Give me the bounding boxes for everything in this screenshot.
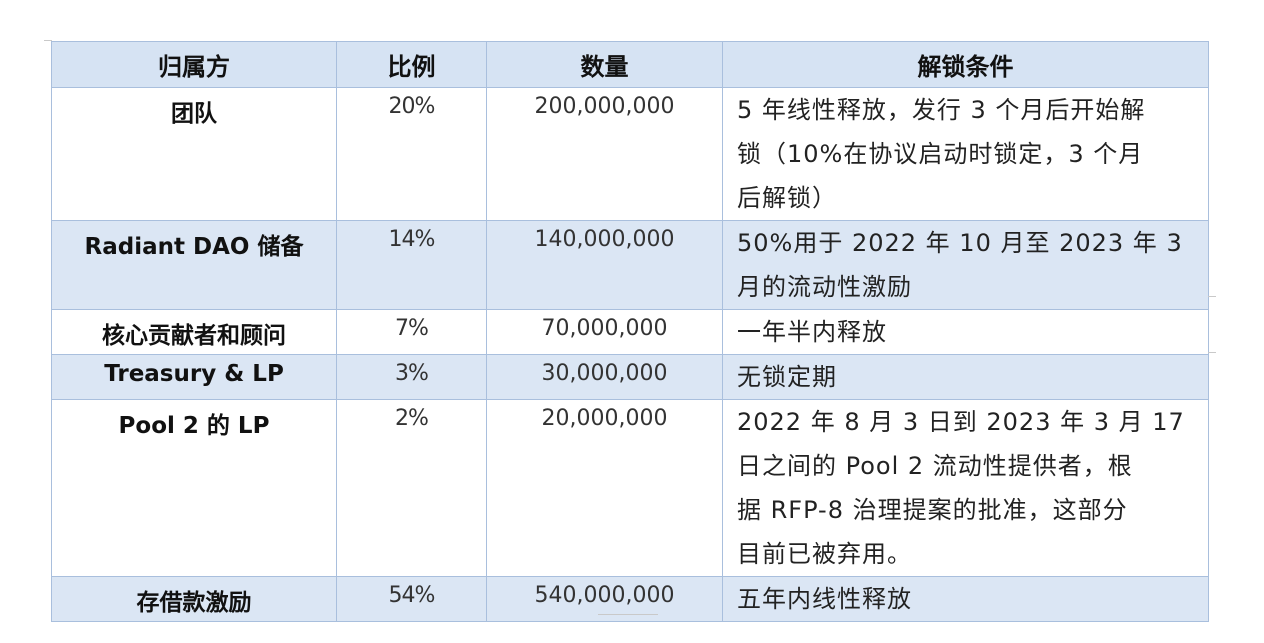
table-row: Treasury & LP 3% 30,000,000 无锁定期 (51, 354, 1209, 400)
edge-mark-left (44, 40, 52, 41)
edge-mark-right-bottom (1208, 352, 1216, 353)
edge-mark-bottom (598, 614, 658, 615)
unlock-condition-cell: 无锁定期 (722, 354, 1209, 400)
table-row: 存借款激励 54% 540,000,000 五年内线性释放 (51, 576, 1209, 622)
percentage-cell: 3% (336, 354, 487, 400)
percentage-cell: 20% (336, 87, 487, 221)
header-owner: 归属方 (51, 41, 337, 88)
token-allocation-table-wrapper: 归属方 比例 数量 解锁条件 团队 20% 200,000,000 5 年线性释… (51, 41, 1209, 622)
table-row: 核心贡献者和顾问 7% 70,000,000 一年半内释放 (51, 309, 1209, 355)
condition-line: 5 年线性释放，发行 3 个月后开始解 (737, 96, 1146, 124)
condition-line: 无锁定期 (737, 363, 837, 391)
owner-cell: 团队 (51, 87, 337, 221)
amount-cell: 20,000,000 (486, 399, 723, 577)
condition-line: 50%用于 2022 年 10 月至 2023 年 3 (737, 229, 1183, 257)
percentage-cell: 7% (336, 309, 487, 355)
percentage-cell: 2% (336, 399, 487, 577)
amount-cell: 30,000,000 (486, 354, 723, 400)
owner-cell: 核心贡献者和顾问 (51, 309, 337, 355)
owner-cell: Treasury & LP (51, 354, 337, 400)
unlock-condition-cell: 2022 年 8 月 3 日到 2023 年 3 月 17 日之间的 Pool … (722, 399, 1209, 577)
header-row: 归属方 比例 数量 解锁条件 (51, 41, 1209, 88)
header-amount: 数量 (486, 41, 723, 88)
table-row: 团队 20% 200,000,000 5 年线性释放，发行 3 个月后开始解 锁… (51, 87, 1209, 221)
amount-cell: 140,000,000 (486, 220, 723, 310)
condition-line: 日之间的 Pool 2 流动性提供者，根 (737, 452, 1133, 480)
owner-cell: Pool 2 的 LP (51, 399, 337, 577)
amount-cell: 70,000,000 (486, 309, 723, 355)
header-unlock-conditions: 解锁条件 (722, 41, 1209, 88)
condition-line: 五年内线性释放 (737, 585, 912, 613)
condition-line: 月的流动性激励 (737, 273, 912, 301)
unlock-condition-cell: 五年内线性释放 (722, 576, 1209, 622)
token-allocation-table: 归属方 比例 数量 解锁条件 团队 20% 200,000,000 5 年线性释… (51, 41, 1209, 622)
edge-mark-right-top (1208, 296, 1216, 297)
table-row: Pool 2 的 LP 2% 20,000,000 2022 年 8 月 3 日… (51, 399, 1209, 577)
owner-cell: Radiant DAO 储备 (51, 220, 337, 310)
header-percentage: 比例 (336, 41, 487, 88)
owner-cell: 存借款激励 (51, 576, 337, 622)
condition-line: 据 RFP-8 治理提案的批准，这部分 (737, 496, 1128, 524)
table-row: Radiant DAO 储备 14% 140,000,000 50%用于 202… (51, 220, 1209, 310)
percentage-cell: 54% (336, 576, 487, 622)
unlock-condition-cell: 一年半内释放 (722, 309, 1209, 355)
condition-line: 2022 年 8 月 3 日到 2023 年 3 月 17 (737, 408, 1185, 436)
condition-line: 后解锁） (737, 184, 837, 212)
condition-line: 锁（10%在协议启动时锁定，3 个月 (737, 140, 1144, 168)
amount-cell: 200,000,000 (486, 87, 723, 221)
condition-line: 目前已被弃用。 (737, 540, 912, 568)
condition-line: 一年半内释放 (737, 318, 887, 346)
amount-cell: 540,000,000 (486, 576, 723, 622)
percentage-cell: 14% (336, 220, 487, 310)
unlock-condition-cell: 5 年线性释放，发行 3 个月后开始解 锁（10%在协议启动时锁定，3 个月 后… (722, 87, 1209, 221)
unlock-condition-cell: 50%用于 2022 年 10 月至 2023 年 3 月的流动性激励 (722, 220, 1209, 310)
